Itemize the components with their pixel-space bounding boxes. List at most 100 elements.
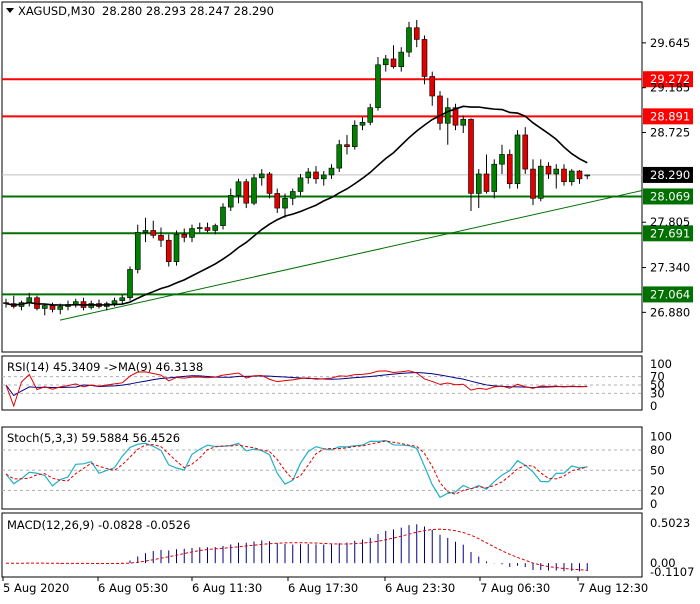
candle-body <box>57 306 64 310</box>
candle-body <box>375 64 381 108</box>
candle-body <box>49 305 56 310</box>
candle-body <box>576 170 583 180</box>
macd-tick-label: 0.00 <box>650 556 676 570</box>
candle-body <box>561 168 567 183</box>
trend-line <box>59 190 643 321</box>
candle-body <box>336 144 343 169</box>
candle-body <box>119 297 126 301</box>
candle-body <box>320 174 327 180</box>
candle-body <box>413 27 420 40</box>
candles <box>3 19 591 316</box>
candle-body <box>266 173 273 194</box>
stoch-tick-label: 50 <box>650 463 665 477</box>
candle-body <box>158 235 164 241</box>
level-tag-bg <box>643 225 693 242</box>
candle-body <box>514 134 521 184</box>
macd-tick-label: -0.1107 <box>650 565 694 579</box>
candle-body <box>235 181 242 196</box>
candle-body <box>258 173 265 179</box>
candle-body <box>220 206 226 226</box>
level-tag-label: 27.064 <box>650 287 690 301</box>
candle-body <box>282 198 288 209</box>
current-price-tag-label: 28.290 <box>650 168 690 182</box>
candle-body <box>134 232 141 270</box>
candle-body <box>150 230 157 236</box>
candle-body <box>406 27 412 53</box>
level-tag-bg <box>643 188 693 205</box>
moving-average <box>5 105 588 306</box>
price-tick-label: 29.645 <box>650 36 690 50</box>
rsi-line <box>5 370 588 408</box>
candle-body <box>274 193 281 209</box>
level-tag-bg <box>643 71 693 88</box>
candle-body <box>359 121 366 126</box>
candle-body <box>41 305 48 309</box>
candle-body <box>227 195 234 208</box>
rsi-lines <box>5 370 588 408</box>
x-tick-label: 7 Aug 06:30 <box>480 581 550 595</box>
candle-body <box>367 107 374 123</box>
current-price-tag-bg <box>643 166 693 183</box>
level-tag-bg <box>643 286 693 303</box>
stoch-tick-label: 20 <box>650 484 665 498</box>
candle-body <box>189 228 195 238</box>
rsi-title: RSI(14) 45.3409 ->MA(9) 46.3138 <box>7 360 203 374</box>
candle-body <box>313 171 319 180</box>
level-tag-bg <box>643 108 693 125</box>
candle-body <box>181 234 188 238</box>
price-tick-label: 28.725 <box>650 126 690 140</box>
stoch-d-line <box>5 440 588 495</box>
candle-body <box>212 225 219 231</box>
candle-body <box>297 177 304 192</box>
price-tick-label: 26.880 <box>650 305 690 319</box>
macd-signal-line <box>5 528 588 571</box>
candle-body <box>468 119 474 194</box>
x-tick-label: 5 Aug 2020 <box>3 581 69 595</box>
candle-body <box>437 95 443 124</box>
x-tick-label: 6 Aug 11:30 <box>192 581 262 595</box>
candle-body <box>382 58 389 66</box>
macd-title: MACD(12,26,9) -0.0828 -0.0526 <box>7 518 190 532</box>
macd-tick-label: 0.5023 <box>650 516 690 530</box>
candle-body <box>142 230 149 233</box>
candle-body <box>491 163 498 192</box>
symbol-label: XAGUSD,M30 <box>18 4 95 18</box>
rsi-tick-label: 70 <box>650 370 665 384</box>
x-tick-label: 6 Aug 17:30 <box>288 581 358 595</box>
level-tag-label: 29.272 <box>650 72 690 86</box>
candle-body <box>429 76 436 97</box>
candle-body <box>204 227 211 231</box>
candle-body <box>460 119 467 126</box>
candle-body <box>452 107 459 126</box>
candle-body <box>351 124 358 147</box>
stoch-k-line <box>5 439 588 499</box>
candle-body <box>196 227 203 229</box>
candle-body <box>499 154 505 165</box>
candle-body <box>251 177 257 204</box>
stoch-title: Stoch(5,3,3) 59.5884 56.4526 <box>7 431 180 445</box>
candle-body <box>522 134 529 170</box>
candle-body <box>305 171 312 179</box>
macd-panel-frame <box>1 512 643 578</box>
candle-body <box>328 167 335 176</box>
candle-body <box>584 174 591 177</box>
candle-body <box>243 181 250 204</box>
rsi-tick-label: 30 <box>650 386 665 400</box>
price-tick-label: 27.340 <box>650 261 690 275</box>
stoch-lines <box>5 439 588 499</box>
candle-body <box>475 173 482 194</box>
candle-body <box>165 239 172 262</box>
candle-body <box>483 173 490 192</box>
candle-body <box>289 191 296 199</box>
stoch-tick-label: 100 <box>650 430 672 444</box>
x-tick-label: 6 Aug 05:30 <box>98 581 168 595</box>
stoch-tick-label: 0 <box>650 497 657 511</box>
rsi-ma-line <box>5 371 588 397</box>
candle-body <box>568 170 575 183</box>
candle-body <box>390 58 397 68</box>
axis-labels: 29.64529.18528.72527.80527.34026.8801007… <box>2 36 694 595</box>
x-tick-label: 6 Aug 23:30 <box>385 581 455 595</box>
dropdown-arrow-icon[interactable] <box>6 8 14 13</box>
level-tag-label: 27.691 <box>650 226 690 240</box>
